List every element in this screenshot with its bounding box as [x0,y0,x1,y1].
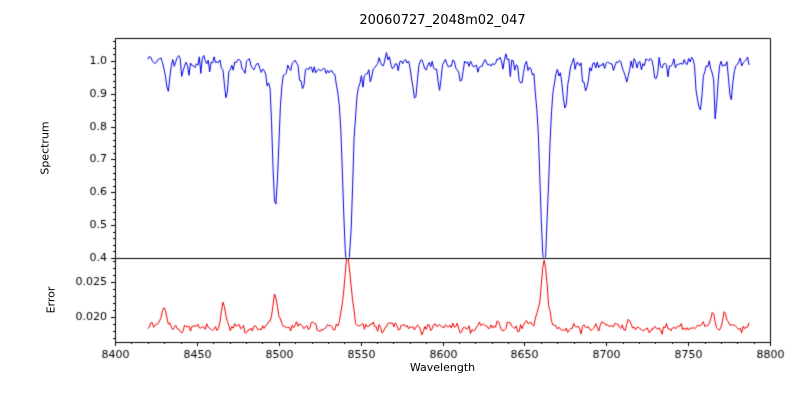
x-axis-label: Wavelength [409,361,476,374]
y-axis-label-spectrum: Spectrum [38,121,52,175]
y-axis-label-error: Error [44,286,58,314]
chart-title: 20060727_2048m02_047 [359,13,526,28]
